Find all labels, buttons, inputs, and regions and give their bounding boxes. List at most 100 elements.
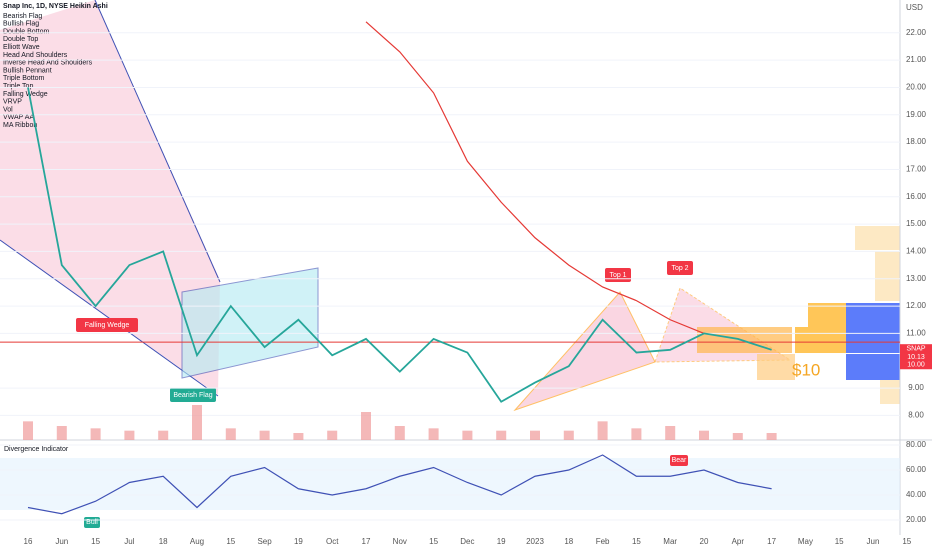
volume-bar: [462, 430, 473, 440]
indicator-line: [27, 454, 772, 515]
volume-bar: [259, 430, 270, 440]
volume-bar: [530, 430, 540, 440]
x-tick-label: Jun: [867, 537, 880, 546]
vrvp-bar: [846, 354, 900, 380]
pattern-label: Bearish Flag: [173, 392, 212, 399]
indicator-title: Divergence Indicator: [4, 446, 69, 453]
ticker-label: SNAP: [906, 346, 925, 353]
legend-item: Elliott Wave: [3, 44, 40, 51]
price-tag-label: 10.13: [907, 354, 925, 361]
x-tick-label: 15: [632, 537, 641, 546]
volume-bar: [327, 430, 338, 440]
y-tick-label: 19.00: [906, 110, 927, 119]
legend-item: MA Ribbon: [3, 122, 37, 129]
double-top-area: [513, 291, 656, 412]
pattern-tag: [170, 388, 216, 402]
legend-item: Bullish Pennant: [3, 67, 52, 74]
x-tick-label: Apr: [732, 537, 745, 546]
chart-title: Snap Inc, 1D, NYSE Heikin Ashi: [3, 3, 108, 10]
y-tick-label: 16.00: [906, 192, 927, 201]
x-tick-label: Feb: [596, 537, 610, 546]
signal-label: Bull: [86, 519, 98, 526]
target-label: $10: [792, 360, 820, 379]
volume-bar: [563, 430, 574, 440]
legend-item: Bearish Flag: [3, 13, 42, 20]
legend-item: VRVP: [3, 99, 22, 106]
price-tag: [900, 360, 932, 370]
volume-bar: [428, 428, 439, 440]
indicator-band: [0, 458, 900, 510]
pattern-label: Top 2: [671, 265, 688, 272]
volume-bar: [665, 426, 676, 440]
legend-item: Double Bottom: [3, 28, 49, 35]
x-tick-label: 2023: [526, 537, 544, 546]
falling-wedge-area: [0, 0, 220, 395]
x-tick-label: May: [798, 537, 813, 546]
volume-bar: [90, 428, 101, 440]
bearish-flag-area: [181, 267, 319, 379]
pattern-tag: [76, 318, 138, 332]
volume-bar: [192, 405, 202, 440]
y-tick-label: 21.00: [906, 55, 927, 64]
volume-bar: [23, 421, 33, 440]
volume-bar: [394, 426, 405, 440]
x-tick-label: 18: [159, 537, 168, 546]
x-tick-label: 17: [362, 537, 371, 546]
legend-item: Double Top: [3, 36, 38, 43]
vrvp-box: [697, 327, 792, 353]
wedge-line: [94, 0, 221, 283]
x-tick-label: 20: [700, 537, 709, 546]
volume-bar: [124, 430, 135, 440]
legend-item: Falling Wedge: [3, 91, 48, 98]
pattern-tag: [667, 261, 693, 275]
x-tick-label: 19: [294, 537, 303, 546]
legend-item: Head And Shoulders: [3, 52, 68, 59]
volume-bar: [293, 433, 304, 440]
currency: USD: [906, 3, 923, 12]
x-tick-label: 16: [24, 537, 33, 546]
y-tick-label: 15.00: [906, 219, 927, 228]
volume-bar: [732, 433, 743, 440]
pattern-label: Top 1: [609, 272, 626, 279]
x-tick-label: 15: [835, 537, 844, 546]
price-tag-label: 10.00: [907, 362, 925, 369]
vrvp-bar: [875, 251, 900, 301]
x-tick-label: Nov: [393, 537, 407, 546]
y-tick-label: 12.00: [906, 301, 927, 310]
vrvp-box: [757, 354, 795, 380]
x-tick-label: 19: [497, 537, 506, 546]
legend-item: Bullish Flag: [3, 21, 39, 28]
price-tag: [900, 352, 932, 362]
y-tick-label: 13.00: [906, 274, 927, 283]
volume-bar: [225, 428, 236, 440]
y-tick-label: 9.00: [908, 383, 924, 392]
x-tick-label: Jul: [124, 537, 134, 546]
y-tick-label: 22.00: [906, 28, 927, 37]
indicator-tick-label: 80.00: [906, 440, 927, 449]
moving-average: [365, 21, 705, 334]
y-tick-label: 20.00: [906, 83, 927, 92]
vrvp-bar: [808, 303, 846, 327]
vrvp-bar: [855, 226, 900, 250]
volume-bar: [597, 421, 608, 440]
indicator-tick-label: 40.00: [906, 490, 927, 499]
volume-bar: [766, 433, 777, 440]
indicator-tick-label: 60.00: [906, 465, 927, 474]
signal-label: Bear: [672, 457, 687, 464]
x-tick-label: Aug: [190, 537, 204, 546]
x-tick-label: 15: [91, 537, 100, 546]
price-line: [27, 87, 772, 403]
y-tick-label: 14.00: [906, 247, 927, 256]
y-tick-label: 8.00: [908, 411, 924, 420]
signal-tag: [670, 455, 688, 466]
y-tick-label: 11.00: [906, 329, 926, 338]
volume-bar: [56, 426, 67, 440]
x-tick-label: 15: [429, 537, 438, 546]
pattern-label: Falling Wedge: [85, 322, 130, 329]
x-tick-label: Dec: [460, 537, 474, 546]
volume-bar: [361, 412, 371, 440]
y-tick-label: 17.00: [906, 165, 927, 174]
x-tick-label: 18: [564, 537, 573, 546]
x-tick-label: Jun: [55, 537, 68, 546]
